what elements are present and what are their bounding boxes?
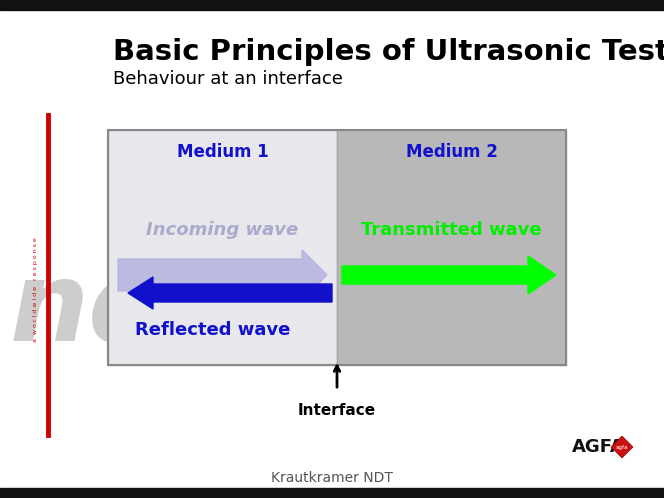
Text: AGFA: AGFA [572,438,625,456]
Bar [0,0,664,10]
Text: Medium 1: Medium 1 [177,143,268,161]
Text: Incoming wave: Incoming wave [146,221,299,239]
Bar [0,488,664,498]
FancyArrow shape [342,256,556,294]
Text: Transmitted wave: Transmitted wave [361,221,542,239]
FancyArrow shape [128,277,332,309]
Text: agfa: agfa [616,445,628,450]
Bar [108,130,337,365]
Text: Reflected wave: Reflected wave [135,321,290,339]
FancyArrow shape [118,250,327,300]
Text: a  w o r l d w i d e   r e s p o n s e: a w o r l d w i d e r e s p o n s e [33,238,37,343]
Text: Krautkramer NDT: Krautkramer NDT [271,471,393,485]
Bar [108,130,566,365]
Text: Interface: Interface [298,403,376,418]
Polygon shape [611,436,633,458]
Bar [337,130,566,365]
Text: Medium 2: Medium 2 [406,143,497,161]
Text: ndt: ndt [10,256,222,364]
Text: Basic Principles of Ultrasonic Testing: Basic Principles of Ultrasonic Testing [113,38,664,66]
Text: Behaviour at an interface: Behaviour at an interface [113,70,343,88]
